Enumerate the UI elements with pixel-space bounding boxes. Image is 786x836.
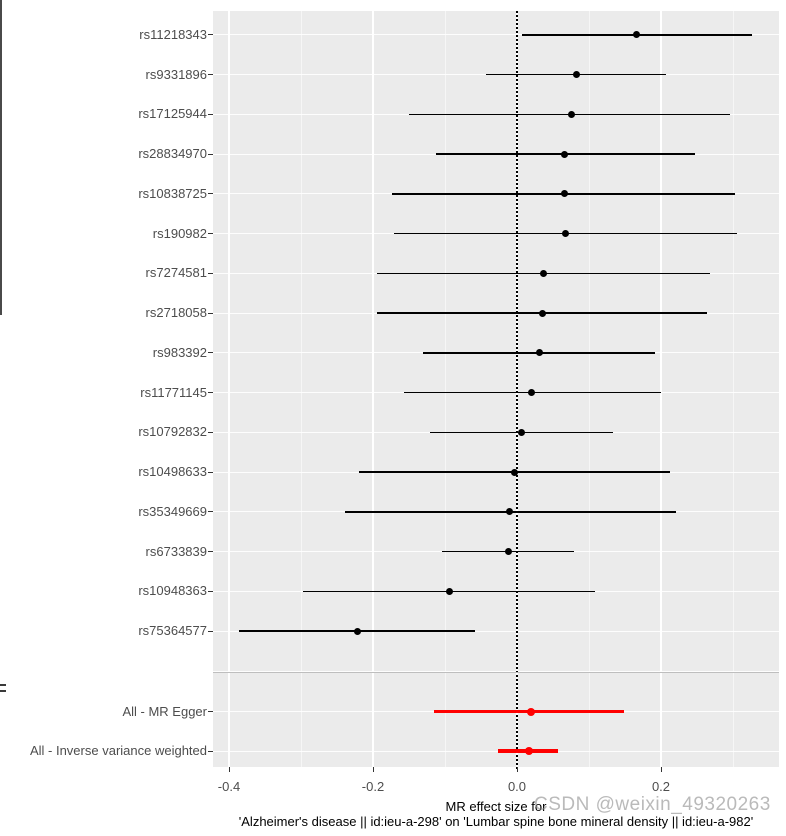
minor-gridline	[732, 11, 734, 767]
point-estimate	[524, 747, 533, 756]
point-estimate	[506, 508, 514, 516]
y-axis-tick	[208, 352, 213, 354]
point-estimate	[633, 31, 641, 39]
y-axis-tick	[208, 630, 213, 632]
snp-summary-separator-line	[213, 672, 779, 673]
left-edge-artifact-mark	[0, 684, 6, 686]
y-axis-tick	[208, 272, 213, 274]
snp-label: rs983392	[152, 344, 207, 360]
snp-label: rs10838725	[138, 185, 207, 201]
point-estimate	[540, 269, 548, 277]
major-gridline	[660, 11, 662, 767]
point-estimate	[511, 468, 519, 476]
row-gridline	[213, 34, 779, 36]
point-estimate	[572, 71, 580, 79]
x-axis-title-line1: MR effect size for	[445, 799, 547, 814]
row-gridline	[213, 630, 779, 632]
major-gridline	[372, 11, 374, 767]
x-axis-tick-label: 0.2	[651, 779, 671, 794]
minor-gridline	[588, 11, 590, 767]
snp-label: rs35349669	[138, 503, 207, 519]
summary-label: All - MR Egger	[122, 703, 207, 719]
x-axis-title-line2: 'Alzheimer's disease || id:ieu-a-298' on…	[238, 814, 754, 829]
snp-label: rs28834970	[138, 146, 207, 162]
snp-label: rs17125944	[138, 106, 207, 122]
snp-label: rs10792832	[138, 424, 207, 440]
x-axis-tick	[660, 767, 662, 772]
snp-label: rs10948363	[138, 583, 207, 599]
y-axis-tick	[208, 193, 213, 195]
y-axis-tick	[208, 431, 213, 433]
point-estimate	[517, 428, 525, 436]
snp-label: rs2718058	[145, 305, 207, 321]
snp-label: rs11218343	[139, 26, 207, 42]
x-axis-tick	[516, 767, 518, 772]
point-estimate	[353, 627, 361, 635]
y-axis-tick	[208, 750, 213, 752]
snp-label: rs9331896	[145, 66, 207, 82]
x-axis-tick-label: -0.4	[217, 779, 241, 794]
y-axis-tick	[208, 392, 213, 394]
point-estimate	[526, 707, 535, 716]
point-estimate	[445, 587, 453, 595]
point-estimate	[561, 150, 569, 158]
point-estimate	[538, 309, 546, 317]
y-axis-tick	[208, 233, 213, 235]
y-axis-tick	[208, 471, 213, 473]
point-estimate	[567, 110, 575, 118]
x-axis-tick	[228, 767, 230, 772]
plot-panel	[213, 11, 779, 767]
y-axis-tick	[208, 113, 213, 115]
point-estimate	[527, 389, 535, 397]
snp-label: rs6733839	[145, 543, 207, 559]
row-gridline	[213, 750, 779, 752]
x-axis-tick-label: 0.0	[507, 779, 527, 794]
y-axis-tick	[208, 590, 213, 592]
zero-reference-dotted-line	[516, 11, 518, 769]
point-estimate	[561, 230, 569, 238]
csdn-watermark: CSDN @weixin_49320263	[534, 794, 771, 815]
point-estimate	[535, 349, 543, 357]
snp-label: rs7274581	[145, 265, 207, 281]
point-estimate	[561, 190, 569, 198]
x-axis-tick	[372, 767, 374, 772]
minor-gridline	[300, 11, 302, 767]
snp-label: rs11771145	[140, 384, 207, 400]
left-edge-artifact-line	[0, 0, 2, 315]
snp-label: rs10498633	[138, 464, 207, 480]
y-axis-tick	[208, 312, 213, 314]
snp-label: rs190982	[152, 225, 207, 241]
snp-label: rs75364577	[138, 623, 207, 639]
y-axis-tick	[208, 74, 213, 76]
y-axis-tick	[208, 711, 213, 712]
major-gridline	[228, 11, 230, 767]
y-axis-tick	[208, 34, 213, 36]
point-estimate	[504, 548, 512, 556]
x-axis-tick-label: -0.2	[361, 779, 385, 794]
minor-gridline	[444, 11, 446, 767]
left-edge-artifact-mark	[0, 690, 6, 692]
summary-label: All - Inverse variance weighted	[29, 743, 207, 759]
row-gridline	[213, 670, 779, 672]
y-axis-tick	[208, 511, 213, 513]
y-axis-tick	[208, 153, 213, 155]
y-axis-tick	[208, 551, 213, 553]
